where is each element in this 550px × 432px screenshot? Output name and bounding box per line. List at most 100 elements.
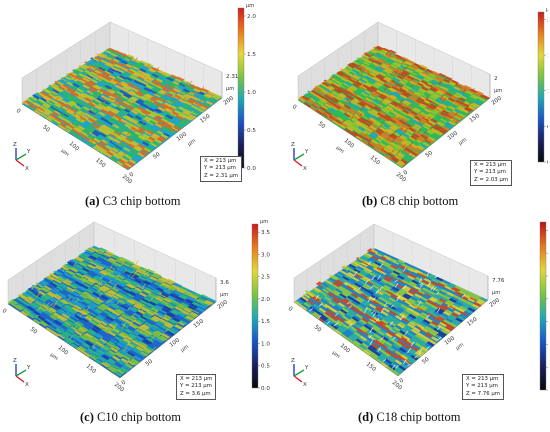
surface-facet [103,269,112,275]
surface-facet [144,278,154,283]
surface-facet [136,122,145,127]
surface-facet [452,287,461,292]
surface-facet [123,146,132,152]
surface-facet [84,249,93,255]
caption-text-d: C18 chip bottom [376,410,461,424]
surface-facet [412,294,421,300]
surface-facet [367,134,376,140]
surface-facet [467,307,476,313]
surface-facet [345,312,354,318]
surface-facet [315,109,323,115]
surface-facet [137,84,146,89]
surface-facet [22,301,31,307]
surface-facet [401,92,410,98]
surface-facet [175,115,184,120]
surface-facet [192,88,202,93]
surface-peak [111,268,116,274]
surface-facet [93,284,103,290]
surface-facet [34,300,43,306]
surface-facet [338,77,347,83]
surface-facet [330,98,338,104]
surface-facet [295,299,304,305]
surface-facet [373,137,381,144]
surface-facet [416,324,425,330]
surface-facet [398,330,407,336]
surface-facet [394,350,403,357]
surface-facet [139,324,149,330]
surface-facet [108,103,117,109]
surface-facet [100,79,109,85]
surface-facet [407,282,416,288]
surface-facet [371,278,380,283]
surface-facet [441,117,450,123]
surface-facet [376,74,385,79]
surface-facet [454,285,463,291]
surface-facet [63,311,72,318]
surface-facet [411,63,420,69]
surface-facet [390,142,399,148]
surface-facet [173,282,183,288]
surface-facet [77,302,87,308]
surface-facet [384,253,393,258]
surface-facet [139,68,148,73]
surface-facet [78,326,87,333]
surface-peak [346,301,351,305]
surface-facet [92,92,101,97]
surface-peak [376,115,381,120]
surface-facet [167,303,177,309]
surface-facet [67,94,77,100]
surface-facet [93,120,102,126]
surface-facet [443,101,452,106]
surface-facet [372,99,381,105]
surface-peak [36,288,41,292]
surface-facet [349,107,358,113]
surface-peak [31,286,35,290]
surface-facet [176,85,185,91]
surface-facet [384,106,393,112]
surface-facet [459,305,468,311]
surface-facet [104,283,113,289]
surface-facet [430,336,439,342]
surface-facet [350,285,359,291]
surface-facet [368,86,376,92]
panel-c: 0 50 100 150 200 µm 0 50 100 150 200 µm 3.6 µm µm 3.5 3.… [0,216,270,428]
surface-facet [74,339,83,346]
surface-facet [154,296,164,302]
surface-facet [424,342,433,349]
surface-facet [95,341,104,347]
triad-y-axis [15,153,27,161]
surface-facet [132,156,141,162]
surface-texture [294,245,488,376]
axis-unit-y: µm [455,342,465,352]
surface-facet [362,300,371,306]
surface-facet [203,93,212,99]
surface-facet [94,265,104,271]
surface-facet [337,310,346,316]
surface-peak [360,68,365,75]
surface-facet [343,67,352,73]
surface-facet [40,303,49,310]
surface-facet [120,102,129,108]
surface-facet [105,299,114,305]
surface-facet [428,290,437,296]
surface-facet [373,60,382,65]
surface-facet [408,347,417,354]
surface-facet [394,138,403,144]
surface-facet [82,274,92,280]
surface-facet [51,88,60,94]
surface-facet [87,117,96,123]
surface-facet [137,69,146,74]
surface-facet [366,95,375,101]
surface-facet [188,114,197,119]
surface-facet [174,306,184,312]
surface-facet [73,120,82,126]
surface-facet [182,88,191,94]
surface-facet [411,101,420,106]
surface-facet [37,290,47,296]
surface-facet [301,95,310,101]
surface-facet [415,290,425,296]
surface-facet [344,81,353,87]
surface-facet [396,129,405,135]
surface-facet [139,135,149,141]
surface-facet [428,306,437,312]
